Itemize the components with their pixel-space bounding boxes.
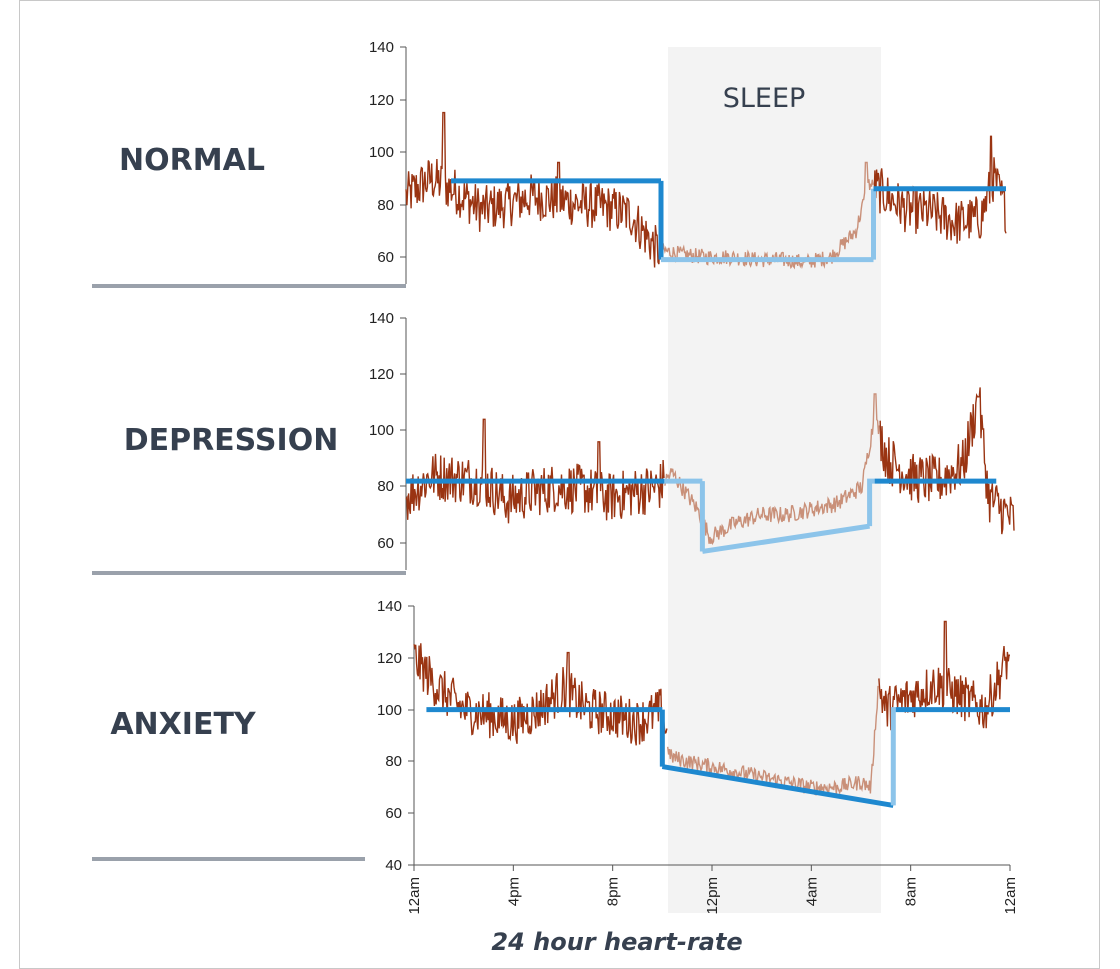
y-tick-label: 100 xyxy=(369,144,394,161)
heart-rate-trace-awake xyxy=(405,111,662,268)
mean-level-step xyxy=(890,707,896,806)
x-tick-label: 8pm xyxy=(605,877,622,906)
x-tick-label: 8am xyxy=(903,877,920,906)
y-tick-label: 140 xyxy=(369,39,394,56)
y-tick-label: 60 xyxy=(377,249,394,266)
mean-level-step xyxy=(867,478,875,527)
y-tick-label: 40 xyxy=(385,857,402,874)
panel-anxiety: 40 60 80 100 120 140 12am 4pm 8pm 12pm 4am 8am 12am xyxy=(377,598,1019,915)
panel-label-anxiety: ANXIETY xyxy=(110,707,257,742)
x-axis-footer-label: 24 hour heart-rate xyxy=(491,928,742,956)
y-tick-label: 100 xyxy=(369,422,394,439)
y-tick-label: 140 xyxy=(369,310,394,327)
x-tick-label: 12am xyxy=(406,877,423,915)
x-tick-label: 4am xyxy=(803,877,820,906)
x-tick-label: 4pm xyxy=(505,877,522,906)
heart-rate-trace-sleep xyxy=(667,685,879,796)
panel-label-normal: NORMAL xyxy=(119,143,265,178)
x-tick-label: 12pm xyxy=(704,877,721,915)
heart-rate-trace-awake xyxy=(873,135,1007,244)
y-tick-label: 100 xyxy=(377,702,402,719)
sleep-band xyxy=(668,47,881,913)
heart-rate-trace-awake xyxy=(405,418,665,524)
mean-level-segment xyxy=(702,523,870,554)
mean-level-segment xyxy=(661,764,894,808)
panel-depression: 60 80 100 120 140 xyxy=(369,310,1015,570)
y-tick-label: 80 xyxy=(377,197,394,214)
y-tick-label: 120 xyxy=(369,92,394,109)
y-tick-label: 60 xyxy=(385,805,402,822)
x-tick-label: 12am xyxy=(1002,877,1019,915)
panel-normal: 60 80 100 120 140 xyxy=(369,39,1007,284)
y-tick-label: 80 xyxy=(377,478,394,495)
y-tick-label: 120 xyxy=(377,650,402,667)
heart-rate-trace-awake xyxy=(879,387,1015,535)
y-tick-label: 120 xyxy=(369,366,394,383)
y-tick-label: 80 xyxy=(385,753,402,770)
panel-label-depression: DEPRESSION xyxy=(124,423,339,458)
y-tick-label: 140 xyxy=(377,598,402,615)
sleep-label: SLEEP xyxy=(723,83,806,114)
y-tick-label: 60 xyxy=(377,535,394,552)
